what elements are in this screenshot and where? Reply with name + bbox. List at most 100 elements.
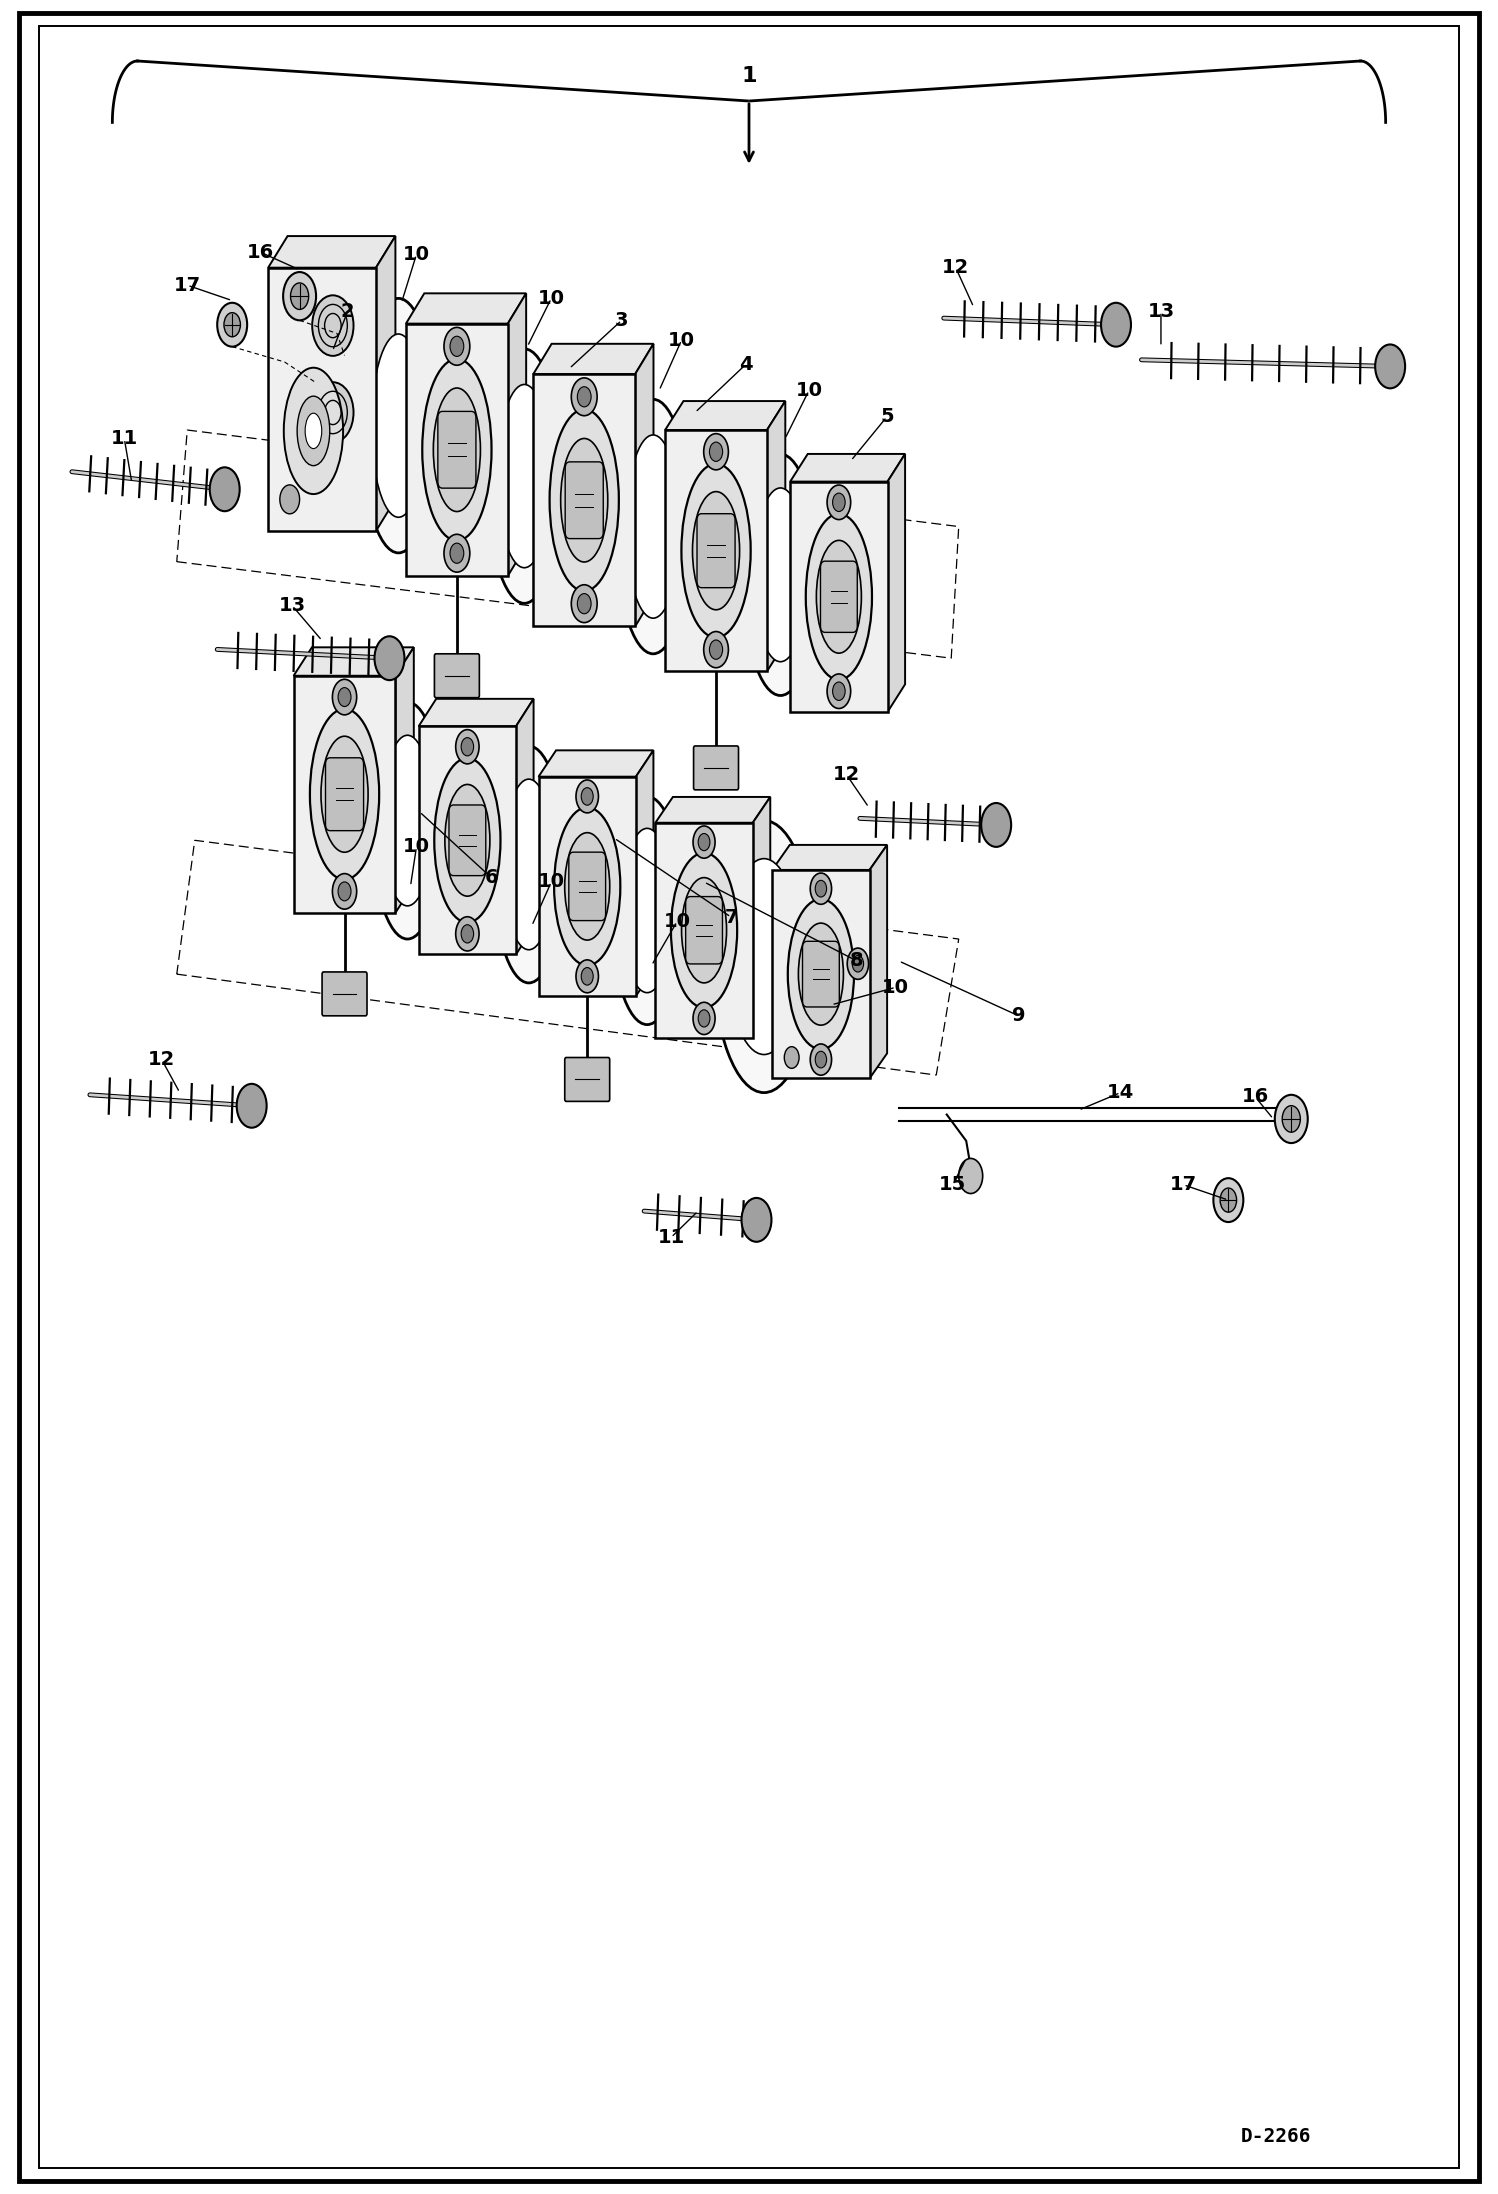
Circle shape (455, 731, 479, 764)
Text: 14: 14 (1107, 1084, 1134, 1101)
Ellipse shape (422, 360, 491, 540)
Ellipse shape (283, 369, 343, 494)
FancyBboxPatch shape (434, 654, 479, 698)
Circle shape (210, 467, 240, 511)
Ellipse shape (372, 333, 425, 518)
Ellipse shape (497, 384, 551, 568)
Polygon shape (376, 237, 395, 531)
Ellipse shape (306, 412, 322, 448)
Circle shape (694, 825, 715, 858)
Text: 8: 8 (849, 952, 864, 970)
Text: 11: 11 (658, 1229, 685, 1246)
Circle shape (785, 1047, 798, 1068)
Circle shape (1101, 303, 1131, 347)
Polygon shape (887, 454, 905, 711)
Circle shape (575, 781, 599, 812)
Circle shape (581, 788, 593, 805)
Circle shape (848, 948, 869, 979)
Circle shape (283, 272, 316, 320)
Ellipse shape (372, 702, 443, 939)
Text: 5: 5 (879, 408, 894, 426)
Circle shape (1219, 1189, 1236, 1211)
Ellipse shape (692, 491, 740, 610)
Ellipse shape (321, 737, 369, 851)
Circle shape (810, 1044, 831, 1075)
Circle shape (461, 924, 473, 943)
Circle shape (704, 434, 728, 470)
Ellipse shape (310, 709, 379, 880)
Circle shape (339, 687, 351, 706)
Circle shape (833, 682, 845, 700)
Circle shape (827, 485, 851, 520)
Ellipse shape (816, 540, 861, 654)
Circle shape (815, 880, 827, 897)
Bar (533, 373, 635, 627)
Text: 10: 10 (668, 331, 695, 349)
Ellipse shape (611, 796, 683, 1025)
Text: 13: 13 (1147, 303, 1174, 320)
Text: 12: 12 (942, 259, 969, 276)
Circle shape (443, 327, 470, 364)
Circle shape (339, 882, 351, 902)
Ellipse shape (361, 298, 436, 553)
Ellipse shape (788, 900, 854, 1049)
Circle shape (742, 1198, 771, 1242)
Polygon shape (406, 294, 526, 325)
Circle shape (449, 544, 464, 564)
Polygon shape (656, 796, 770, 823)
Bar (406, 325, 508, 575)
Text: 12: 12 (833, 766, 860, 783)
Circle shape (374, 636, 404, 680)
Circle shape (575, 961, 599, 992)
FancyBboxPatch shape (437, 412, 476, 487)
Circle shape (461, 737, 473, 757)
Circle shape (698, 834, 710, 851)
Text: 6: 6 (484, 869, 499, 886)
Circle shape (694, 1003, 715, 1036)
Polygon shape (508, 294, 526, 575)
Ellipse shape (565, 834, 610, 939)
Circle shape (1375, 344, 1405, 388)
Text: 16: 16 (1242, 1088, 1269, 1106)
FancyBboxPatch shape (449, 805, 485, 875)
FancyBboxPatch shape (322, 972, 367, 1016)
Circle shape (280, 485, 300, 513)
Text: 10: 10 (664, 913, 691, 930)
Circle shape (455, 917, 479, 950)
Circle shape (312, 382, 354, 443)
Circle shape (981, 803, 1011, 847)
Ellipse shape (616, 399, 691, 654)
FancyBboxPatch shape (694, 746, 739, 790)
Text: 16: 16 (247, 244, 274, 261)
Polygon shape (533, 344, 653, 373)
Text: 1: 1 (742, 66, 756, 86)
Circle shape (1275, 1095, 1308, 1143)
Polygon shape (869, 845, 887, 1077)
Text: 9: 9 (1011, 1007, 1026, 1025)
Circle shape (581, 968, 593, 985)
Text: D-2266: D-2266 (1240, 2126, 1311, 2146)
Text: 3: 3 (614, 312, 629, 329)
Circle shape (710, 641, 722, 660)
Circle shape (291, 283, 309, 309)
Bar (268, 268, 376, 531)
Bar (418, 726, 515, 954)
Ellipse shape (550, 410, 619, 590)
Text: 10: 10 (538, 873, 565, 891)
FancyBboxPatch shape (569, 851, 605, 921)
Ellipse shape (503, 779, 554, 950)
Circle shape (852, 954, 863, 972)
Text: 10: 10 (882, 979, 909, 996)
Polygon shape (268, 237, 395, 268)
Polygon shape (635, 750, 653, 996)
Bar (773, 869, 869, 1077)
Polygon shape (773, 845, 887, 869)
FancyBboxPatch shape (565, 463, 604, 538)
Polygon shape (515, 700, 533, 954)
Ellipse shape (671, 853, 737, 1007)
Circle shape (959, 1158, 983, 1194)
Text: 2: 2 (340, 303, 355, 320)
Ellipse shape (433, 388, 481, 511)
Ellipse shape (445, 785, 490, 895)
Polygon shape (635, 344, 653, 627)
